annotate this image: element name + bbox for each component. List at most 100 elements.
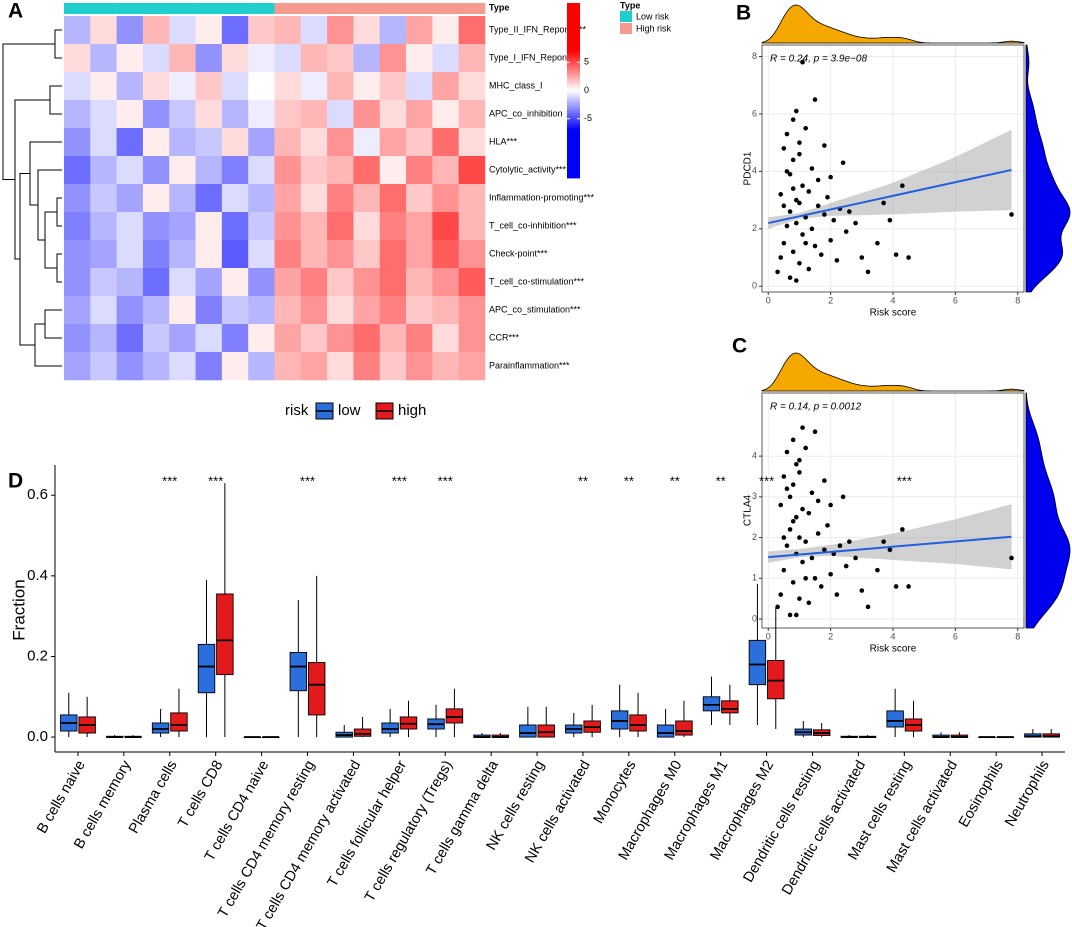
heatmap-cell [379,296,407,325]
point [781,146,787,151]
heatmap-cell [274,184,302,213]
box [702,696,721,712]
point [794,461,799,467]
heatmap-cell [248,268,275,297]
significance: *** [162,473,177,488]
heatmap-cell [327,352,354,381]
heatmap-cell [142,184,170,213]
colorbar-segment [567,45,580,49]
heatmap-cell [406,268,433,297]
heatmap-cell [274,44,302,73]
heatmap-cell [221,100,249,129]
point [800,232,805,237]
heatmap-cell [116,212,144,241]
point [781,203,787,209]
type-annotation [353,3,381,14]
point [778,502,784,508]
heatmap-cell [379,184,407,213]
heatmap-cell [353,240,381,269]
box [151,722,170,734]
point [806,510,812,516]
x-tick-label: T cells CD8 [175,758,226,831]
heatmap-cell [142,16,170,45]
heatmap-cell [64,296,91,325]
heatmap-cell [406,324,433,353]
heatmap-cell [379,100,407,129]
y-tick-label: 2 [752,532,757,542]
colorbar-segment [567,115,580,119]
significance: *** [392,473,407,488]
point [787,612,793,618]
colorbar-segment [567,55,580,59]
heatmap-cell [169,324,196,353]
heatmap-cell [353,352,381,381]
colorbar-segment [567,63,580,66]
point [837,543,843,549]
heatmap-cell [300,184,328,213]
colorbar-segment [567,28,580,31]
box [519,724,537,738]
plot-border [761,392,1025,629]
heatmap-cell [169,128,196,157]
point [787,275,793,280]
y-tick-label: 0 [752,613,757,623]
colorbar-segment [567,103,580,106]
point [887,217,893,223]
point [784,486,790,492]
heatmap-cell [406,352,433,381]
x-tick-label: Plasma cells [126,758,181,836]
type-annotation [90,3,117,14]
colorbar-segment [567,143,580,146]
point [828,174,833,180]
colorbar-segment [567,173,580,176]
heatmap-cell [458,324,486,353]
point [803,576,808,581]
heatmap-cell [195,352,223,381]
point [787,171,793,177]
x-tick-label: T cells follicular helper [325,758,411,890]
colorbar-segment [567,88,580,91]
box [721,700,739,714]
point [803,125,808,131]
heatmap-cell [90,240,117,269]
type-annotation [116,3,144,14]
heatmap-cell [353,156,381,185]
legend-title: Type [620,0,640,10]
row-label: T_cell_co-stimulation*** [489,276,585,286]
point [1009,555,1014,561]
heatmap-cell [169,16,196,45]
heatmap-cell [195,184,223,213]
heatmap-cell [116,72,144,101]
significance: *** [438,473,453,488]
heatmap-cell [458,296,486,325]
heatmap-cell [274,324,302,353]
heatmap-cell [353,16,381,45]
heatmap-cell [64,72,91,101]
significance: *** [897,473,912,488]
heatmap-cell [458,44,486,73]
heatmap-cell [116,16,144,45]
panel-label: A [8,0,23,23]
y-tick-label: 0.4 [27,567,48,584]
point [781,535,787,540]
heatmap-cell [195,324,223,353]
point [815,531,821,536]
legend-swatch [620,11,632,22]
y-tick-label: 0.2 [27,647,48,664]
row-label: APC_co_stimulation*** [489,304,581,314]
heatmap-cell [379,72,407,101]
heatmap-cell [116,44,144,73]
colorbar-segment [567,30,580,34]
heatmap-cell [116,156,144,185]
heatmap-cell [458,240,486,269]
colorbar-segment [567,98,580,101]
heatmap-cell [379,240,407,269]
point [778,192,784,197]
significance: ** [578,473,588,488]
heatmap-cell [300,268,328,297]
heatmap-cell [248,128,275,157]
heatmap-cell [327,72,354,101]
heatmap-cell [353,268,381,297]
heatmap-cell [353,100,381,129]
x-density [761,352,1025,392]
